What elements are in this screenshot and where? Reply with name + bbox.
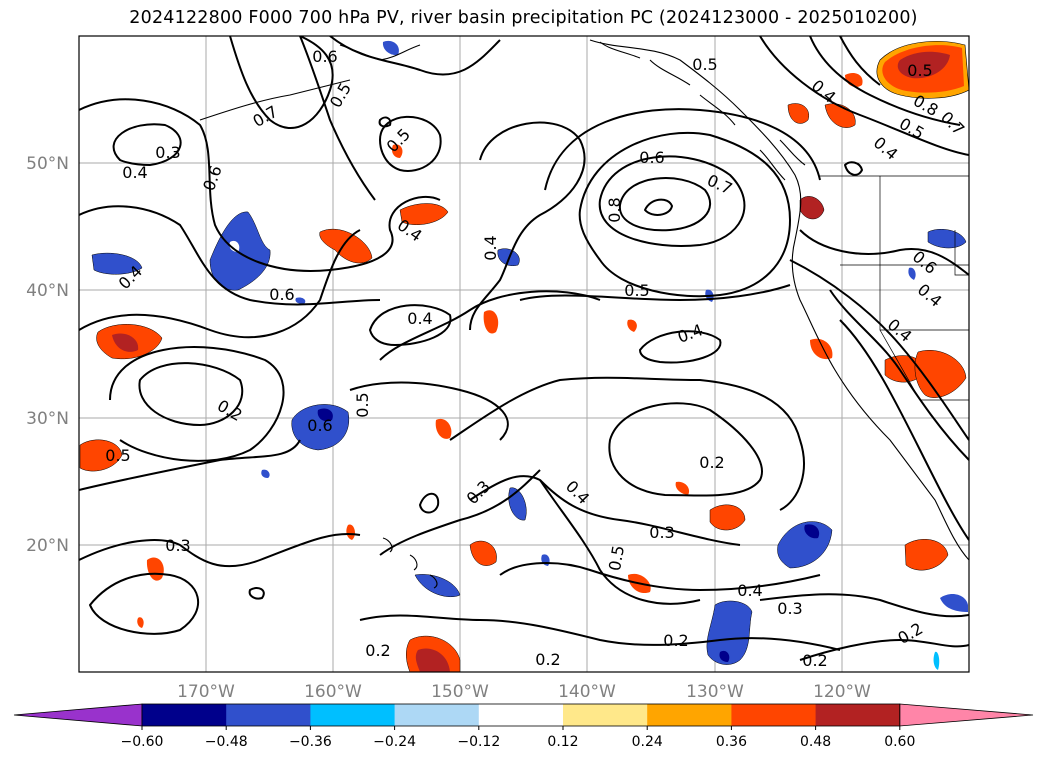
contour-label: 0.6 [307, 416, 332, 435]
contour-label-text: 0.5 [624, 281, 649, 300]
contour-label: 0.6 [639, 148, 664, 167]
colorbar-tick-label: −0.60 [121, 734, 164, 750]
contour-label-text: 0.4 [481, 235, 500, 260]
colorbar-segment [394, 704, 480, 726]
colorbar-tick-label: −0.24 [373, 734, 416, 750]
contour-label-text: 0.2 [663, 631, 688, 650]
lon-label: 170°W [177, 682, 235, 702]
contour-label-text: 0.4 [737, 581, 762, 600]
colorbar-tick-label: 0.48 [800, 734, 831, 750]
contour-label: 0.2 [365, 641, 390, 660]
contour-label: 0.4 [481, 235, 500, 260]
contour-label: 0.2 [663, 631, 688, 650]
colorbar-segment [815, 704, 901, 726]
colorbar-tick-label: 0.24 [632, 734, 663, 750]
lat-label: 30°N [26, 409, 69, 429]
colorbar-tick-label: −0.36 [289, 734, 332, 750]
contour-label: 0.6 [269, 285, 294, 304]
contour-label: 0.2 [535, 650, 560, 669]
longitude-labels: 170°W 160°W 150°W 140°W 130°W 120°W [177, 682, 871, 702]
contour-label: 0.5 [692, 55, 717, 74]
contour-label: 0.8 [605, 197, 624, 222]
lat-label: 50°N [26, 154, 69, 174]
contour-label-text: 0.6 [307, 416, 332, 435]
lon-label: 120°W [813, 682, 871, 702]
contour-label: 0.3 [155, 143, 180, 162]
colorbar-extend-low [13, 703, 143, 727]
contour-label-text: 0.2 [699, 453, 724, 472]
contour-label-text: 0.3 [649, 523, 674, 542]
map-title: 2024122800 F000 700 hPa PV, river basin … [129, 8, 918, 28]
colorbar-segment [226, 704, 311, 726]
contour-label-text: 0.2 [535, 650, 560, 669]
contour-label-text: 0.4 [122, 163, 147, 182]
contour-label-text: 0.6 [269, 285, 294, 304]
contour-label: 0.4 [122, 163, 147, 182]
colorbar-tick-label: 0.12 [547, 734, 578, 750]
lat-label: 20°N [26, 536, 69, 556]
contour-label-text: 0.3 [165, 536, 190, 555]
colorbar-segment [142, 704, 227, 726]
pv-contours [79, 36, 969, 661]
colorbar: −0.60 −0.48 −0.36 −0.24 −0.12 0.12 0.24 0.36 0.4… [13, 703, 1034, 750]
contour-label-text: 0.4 [407, 309, 432, 328]
colorbar-outline [141, 703, 901, 727]
contour-label: 0.2 [699, 453, 724, 472]
contour-label: 0.6 [312, 47, 337, 66]
colorbar-tick-label: −0.12 [457, 734, 500, 750]
latitude-labels: 50°N 40°N 30°N 20°N [26, 154, 69, 556]
contour-label: 0.2 [802, 651, 827, 670]
colorbar-tick-label: 0.60 [884, 734, 915, 750]
contour-label-text: 0.5 [907, 61, 932, 80]
contour-label: 0.4 [737, 581, 762, 600]
colorbar-segment [478, 704, 564, 726]
contour-label-text: 0.2 [802, 651, 827, 670]
contour-label-text: 0.3 [777, 599, 802, 618]
map-frame [78, 35, 970, 673]
lon-label: 160°W [304, 682, 362, 702]
contour-label: 0.3 [649, 523, 674, 542]
colorbar-segment [563, 704, 648, 726]
colorbar-segment [310, 704, 396, 726]
contour-label: 0.3 [777, 599, 802, 618]
contour-label-text: 0.2 [365, 641, 390, 660]
contour-label-text: 0.5 [105, 446, 130, 465]
contour-label-text: 0.6 [639, 148, 664, 167]
colorbar-segment [647, 704, 732, 726]
coastline [199, 39, 969, 589]
colorbar-segment [731, 704, 817, 726]
colorbar-tick-label: −0.48 [205, 734, 248, 750]
lon-label: 140°W [558, 682, 616, 702]
contour-label: 0.3 [165, 536, 190, 555]
contour-label: 0.5 [624, 281, 649, 300]
lat-label: 40°N [26, 281, 69, 301]
contour-label-text: 0.6 [312, 47, 337, 66]
contour-label-text: 0.3 [155, 143, 180, 162]
colorbar-extend-high [899, 703, 1034, 727]
contour-label-text: 0.5 [353, 392, 372, 417]
precip-anomaly-patches [79, 40, 969, 672]
contour-label: 0.5 [907, 61, 932, 80]
contour-label: 0.5 [353, 392, 372, 417]
lon-label: 130°W [686, 682, 744, 702]
colorbar-tick-label: 0.36 [716, 734, 747, 750]
lon-label: 150°W [431, 682, 489, 702]
political-borders [820, 175, 969, 401]
contour-label-text: 0.8 [605, 197, 624, 222]
contour-label-text: 0.5 [692, 55, 717, 74]
map-background [79, 36, 969, 672]
contour-label-text: 0.5 [605, 544, 628, 572]
contour-label: 0.4 [407, 309, 432, 328]
contour-label: 0.5 [105, 446, 130, 465]
contour-label: 0.5 [605, 544, 628, 572]
